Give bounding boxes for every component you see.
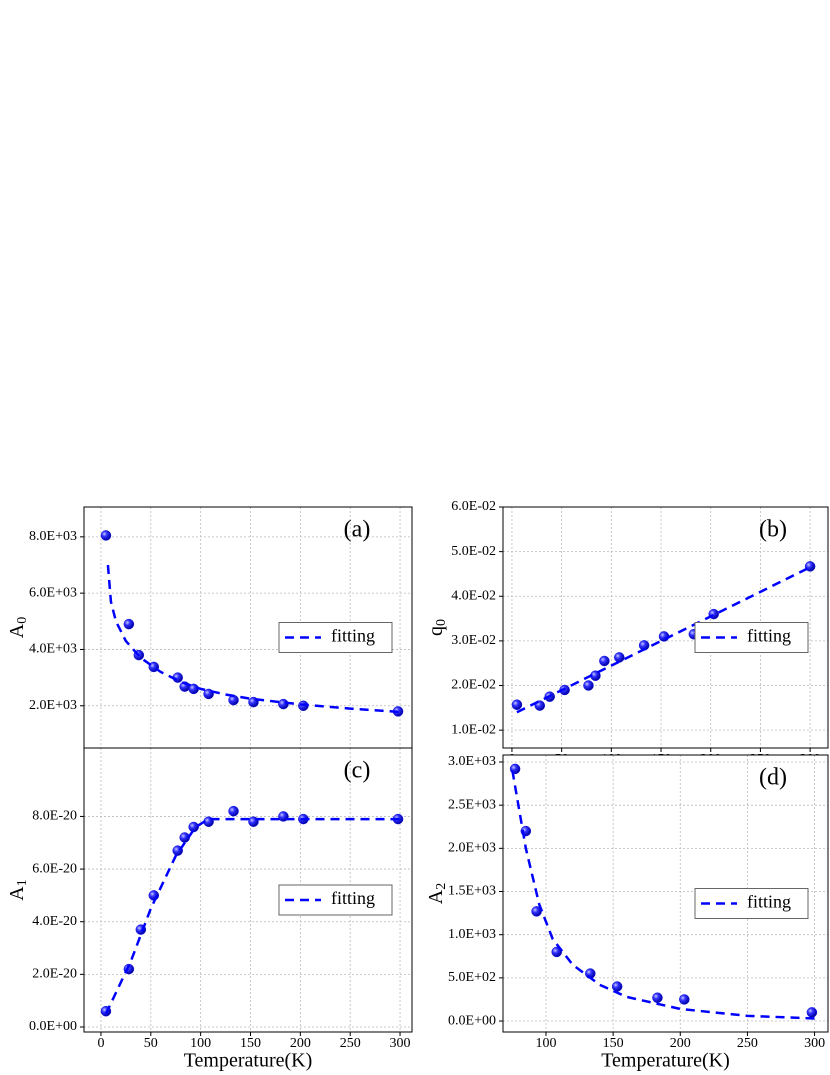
y-tick-label: 5.0E+02 — [448, 970, 496, 985]
legend-label: fitting — [331, 888, 375, 908]
y-tick-label: 4.0E+03 — [29, 642, 77, 657]
fit-line — [106, 564, 401, 714]
x-tick-label: 300 — [390, 1036, 411, 1051]
fit-line — [516, 566, 811, 714]
data-point — [652, 992, 663, 1003]
legend: fitting — [694, 888, 809, 919]
y-tick-label: 0.0E+00 — [29, 1019, 77, 1034]
x-tick-label: 150 — [603, 1036, 624, 1051]
y-tick-label: 1.5E+03 — [448, 884, 496, 899]
y-tick-label: 6.0E-02 — [451, 499, 496, 514]
y-tick-label: 0.0E+00 — [448, 1013, 496, 1028]
x-axis-label: Temperature(K) — [184, 1050, 313, 1072]
panel: 0 50 100 150 200 250 300 0.0E+00 2.0E-20 4.0E-20 6… — [6, 747, 413, 1072]
legend-label: fitting — [331, 626, 375, 646]
legend: fitting — [278, 622, 393, 653]
panel-label: (d) — [759, 765, 787, 791]
y-tick-label: 6.0E-20 — [32, 861, 77, 876]
y-tick-label: 6.0E+03 — [29, 585, 77, 600]
legend-box — [694, 622, 809, 653]
plot-frame — [83, 747, 413, 1033]
panel-label: (b) — [759, 517, 787, 543]
x-tick-label: 100 — [535, 1036, 556, 1051]
legend: fitting — [694, 622, 809, 653]
y-tick-label: 2.0E-20 — [32, 967, 77, 982]
y-tick-label: 3.0E+03 — [448, 754, 496, 769]
y-tick-label: 1.0E-02 — [451, 722, 496, 737]
legend-box — [278, 622, 393, 653]
legend: fitting — [278, 884, 393, 916]
x-tick-label: 50 — [144, 1036, 158, 1051]
y-tick-label: 1.0E+03 — [448, 927, 496, 942]
fit-line — [511, 770, 815, 1020]
fit-line — [104, 817, 401, 1015]
x-tick-label: 300 — [804, 1036, 825, 1051]
y-tick-label: 3.0E-02 — [451, 633, 496, 648]
x-axis-label: Temperature(K) — [601, 1050, 730, 1072]
y-axis-label: A2 — [425, 883, 450, 904]
x-tick-label: 250 — [737, 1036, 758, 1051]
x-tick-label: 250 — [340, 1036, 361, 1051]
plot-frame — [502, 754, 829, 1033]
x-tick-label: 200 — [670, 1036, 691, 1051]
y-axis-label: A0 — [6, 617, 31, 638]
panel: 0501001502002503002.0E+034.0E+036.0E+038… — [6, 506, 413, 767]
data-point — [511, 699, 523, 710]
y-tick-label: 8.0E-20 — [32, 809, 77, 824]
data-point — [100, 530, 112, 541]
y-tick-label: 2.5E+03 — [448, 797, 496, 812]
data-point — [804, 561, 816, 572]
legend-box — [694, 888, 809, 919]
x-tick-label: 150 — [240, 1036, 261, 1051]
y-tick-label: 8.0E+03 — [29, 529, 77, 544]
data-point — [599, 655, 610, 667]
legend-label: fitting — [747, 626, 791, 646]
panel-label: (c) — [344, 758, 371, 784]
legend-box — [278, 884, 393, 916]
data-point — [611, 981, 623, 992]
panel: 100 150 200 250 300 0.0E+00 5.0E+02 1.0E+03 1.5E… — [425, 754, 829, 1072]
data-point — [806, 1007, 818, 1018]
panel-label: (a) — [344, 517, 371, 543]
data-point — [551, 946, 562, 958]
y-tick-label: 2.0E-02 — [451, 678, 496, 693]
data-point — [148, 890, 160, 901]
y-axis-label: q0 — [425, 619, 450, 636]
x-tick-label: 100 — [190, 1036, 211, 1051]
plot-frame — [502, 506, 829, 749]
panel: 0501001502002503001.0E-022.0E-023.0E-024… — [425, 499, 829, 767]
y-axis-label: A1 — [6, 879, 31, 900]
data-point — [583, 680, 594, 691]
y-tick-label: 4.0E-02 — [451, 588, 496, 603]
x-tick-label: 200 — [290, 1036, 311, 1051]
x-tick-label: 0 — [97, 1036, 104, 1051]
y-tick-label: 2.0E+03 — [448, 841, 496, 856]
data-point — [228, 805, 239, 817]
data-point — [614, 652, 625, 663]
y-tick-label: 4.0E-20 — [32, 914, 77, 929]
y-tick-label: 5.0E-02 — [451, 544, 496, 559]
data-point — [123, 618, 135, 630]
y-tick-label: 2.0E+03 — [29, 698, 77, 713]
legend-label: fitting — [747, 892, 791, 912]
data-point — [679, 994, 690, 1005]
